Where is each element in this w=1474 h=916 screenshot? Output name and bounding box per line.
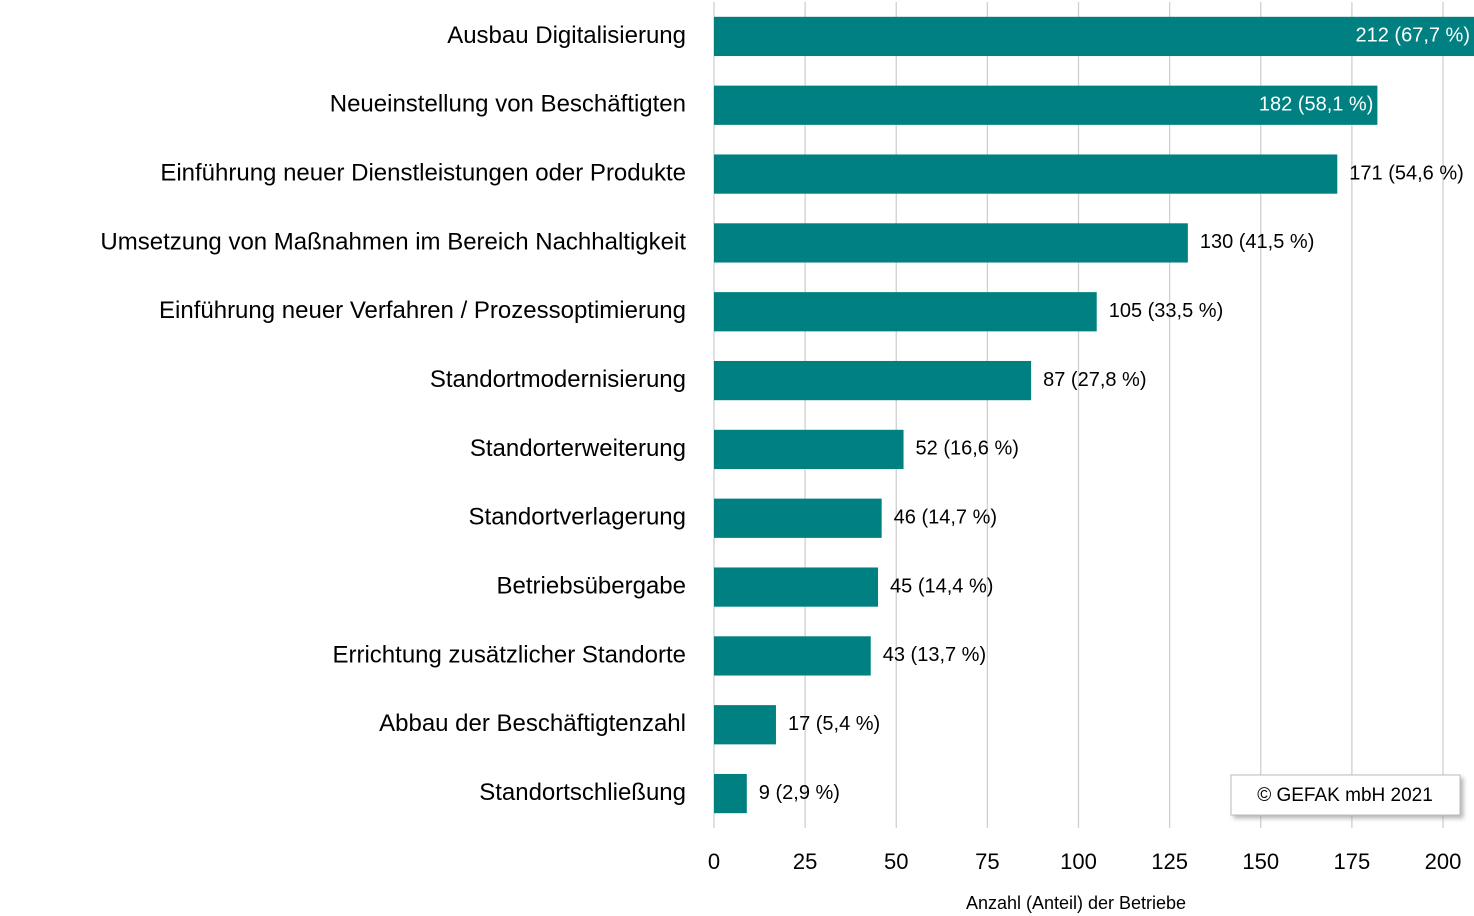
bar <box>714 154 1338 194</box>
annotation: © GEFAK mbH 2021 <box>1257 785 1433 806</box>
x-tick-label: 125 <box>1151 849 1188 874</box>
value-label: 43 (13,7 %) <box>883 644 986 666</box>
value-label: 130 (41,5 %) <box>1200 231 1315 253</box>
value-label: 212 (67,7 %) <box>1355 25 1470 47</box>
bars <box>714 16 1474 814</box>
annotation-box <box>1230 774 1461 816</box>
value-label: 45 (14,4 %) <box>890 575 993 597</box>
x-tick-label: 75 <box>975 849 999 874</box>
bar <box>714 85 1378 125</box>
y-tick-label: Umsetzung von Maßnahmen im Bereich Nachh… <box>100 228 686 255</box>
y-tick-label: Neueinstellung von Beschäftigten <box>330 91 686 118</box>
bar <box>714 16 1474 57</box>
value-label: 52 (16,6 %) <box>916 438 1019 460</box>
x-axis-title: Anzahl (Anteil) der Betriebe <box>966 893 1186 913</box>
value-label: 9 (2,9 %) <box>759 782 840 804</box>
x-tick-label: 200 <box>1425 849 1462 874</box>
bar <box>714 223 1188 263</box>
x-tick-label: 150 <box>1242 849 1279 874</box>
bar <box>714 705 776 745</box>
y-tick-label: Einführung neuer Dienstleistungen oder P… <box>160 159 686 186</box>
value-label: 105 (33,5 %) <box>1109 300 1224 322</box>
value-label: 182 (58,1 %) <box>1259 94 1374 116</box>
y-tick-label: Betriebsübergabe <box>497 572 686 599</box>
y-tick-label: Standortschließung <box>479 779 686 806</box>
bar <box>714 498 882 538</box>
bar <box>714 429 904 470</box>
value-label: 171 (54,6 %) <box>1349 162 1464 184</box>
y-tick-label: Standortverlagerung <box>469 504 686 531</box>
bar <box>714 773 747 814</box>
y-tick-label: Standorterweiterung <box>470 435 686 462</box>
y-tick-label: Abbau der Beschäftigtenzahl <box>379 710 686 737</box>
value-label: 46 (14,7 %) <box>894 507 997 529</box>
y-tick-label: Ausbau Digitalisierung <box>447 22 686 49</box>
bar <box>714 292 1097 332</box>
x-tick-label: 0 <box>708 849 720 874</box>
grid <box>713 2 1444 828</box>
y-tick-label: Einführung neuer Verfahren / Prozessopti… <box>159 297 686 324</box>
labels: 0 25 50 75 100 125 150 175 200 Ausbau Digitalisie… <box>100 22 1470 874</box>
x-tick-label: 100 <box>1060 849 1097 874</box>
x-tick-label: 25 <box>793 849 817 874</box>
bar <box>714 360 1032 401</box>
bar <box>714 567 879 607</box>
x-tick-label: 50 <box>884 849 908 874</box>
x-tick-label: 175 <box>1334 849 1371 874</box>
value-label: 17 (5,4 %) <box>788 713 880 735</box>
value-label: 87 (27,8 %) <box>1043 369 1146 391</box>
bar <box>714 636 871 676</box>
y-tick-label: Standortmodernisierung <box>430 366 686 393</box>
y-tick-label: Errichtung zusätzlicher Standorte <box>332 641 686 668</box>
